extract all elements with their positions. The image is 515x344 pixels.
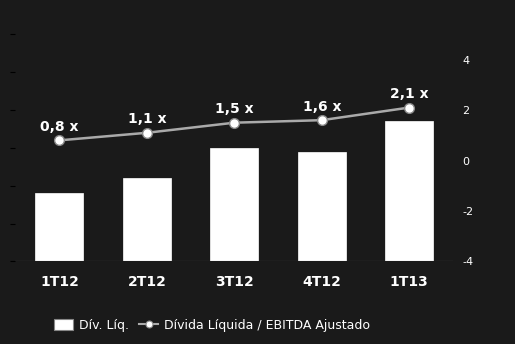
Text: 2,1 x: 2,1 x	[390, 87, 428, 101]
Text: 1,6 x: 1,6 x	[302, 100, 341, 114]
Bar	[298, 152, 346, 261]
Bar	[210, 148, 259, 261]
Text: 0,8 x: 0,8 x	[40, 120, 79, 134]
Text: 1,5 x: 1,5 x	[215, 103, 253, 116]
Bar	[385, 121, 433, 261]
Bar	[36, 193, 83, 261]
Bar	[123, 178, 171, 261]
Text: 1,1 x: 1,1 x	[128, 112, 166, 127]
Legend: Dív. Líq., Dívida Líquida / EBITDA Ajustado: Dív. Líq., Dívida Líquida / EBITDA Ajust…	[49, 314, 375, 337]
